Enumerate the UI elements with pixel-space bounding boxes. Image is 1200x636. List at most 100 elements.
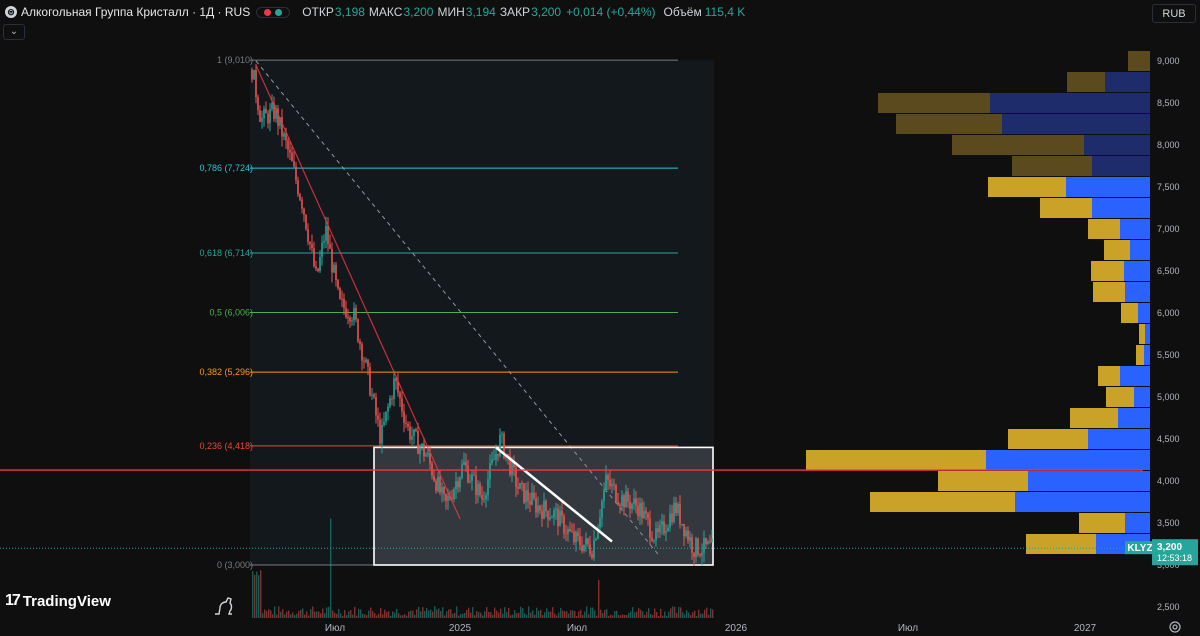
candle-body — [569, 528, 571, 531]
volume-bar — [502, 613, 504, 618]
candle-body — [421, 443, 423, 448]
volume-bar — [496, 610, 498, 618]
volume-bar — [402, 615, 404, 618]
candle-body — [415, 429, 417, 432]
volume-bar — [338, 609, 340, 618]
time-axis-tick: Июл — [898, 623, 918, 634]
candle-body — [275, 108, 277, 119]
candle-body — [307, 229, 309, 242]
volume-profile-sell — [1098, 366, 1120, 386]
volume-profile-buy — [1088, 429, 1150, 449]
volume-profile-sell — [1121, 303, 1138, 323]
volume-bar — [652, 614, 654, 618]
volume-bar — [400, 615, 402, 618]
candle-body — [353, 307, 355, 321]
symbol-title[interactable]: Алкогольная Группа Кристалл · 1Д · RUS — [21, 5, 251, 19]
volume-bar — [386, 611, 388, 618]
candle-body — [579, 536, 581, 546]
volume-bar — [360, 609, 362, 618]
candle-body — [641, 502, 643, 519]
time-axis-tick: Июл — [567, 623, 587, 634]
volume-bar — [314, 611, 316, 618]
volume-bar — [322, 608, 324, 618]
candle-body — [661, 521, 663, 526]
current-price-badge — [1152, 539, 1198, 566]
candle-body — [527, 490, 529, 501]
candle-body — [299, 194, 301, 200]
volume-bar — [254, 574, 256, 618]
volume-bar — [626, 614, 628, 618]
tradingview-logo[interactable]: 17 TradingView — [5, 592, 111, 610]
volume-bar — [534, 614, 536, 618]
candle-body — [507, 454, 509, 456]
time-axis-tick: Июл — [325, 623, 345, 634]
price-axis-tick: 4,500 — [1157, 434, 1180, 444]
volume-bar — [456, 606, 458, 618]
time-axis-tick: 2025 — [449, 623, 472, 634]
symbol-logo-icon: ⊜ — [5, 6, 17, 18]
candle-body — [495, 453, 497, 460]
currency-button[interactable]: RUB — [1152, 4, 1196, 23]
volume-bar — [510, 615, 512, 618]
volume-profile-sell — [1093, 282, 1125, 302]
candle-body — [437, 476, 439, 491]
candle-body — [435, 480, 437, 491]
candle-body — [267, 113, 269, 124]
volume-profile-sell — [1012, 156, 1092, 176]
candle-body — [487, 479, 489, 496]
collapse-legend-button[interactable]: ⌄ — [3, 24, 25, 40]
candle-body — [259, 110, 261, 122]
candle-body — [323, 240, 325, 243]
time-axis-tick: 2026 — [725, 623, 748, 634]
dinosaur-icon[interactable] — [213, 596, 235, 616]
volume-bar — [668, 611, 670, 618]
volume-bar — [312, 606, 314, 618]
candle-body — [401, 398, 403, 412]
volume-bar — [330, 518, 332, 618]
volume-bar — [612, 615, 614, 618]
volume-label: Объём — [663, 5, 702, 19]
volume-bar — [308, 615, 310, 618]
volume-bar — [260, 570, 262, 618]
volume-bar — [274, 606, 276, 618]
volume-bar — [622, 614, 624, 618]
volume-bar — [630, 611, 632, 618]
volume-bar — [606, 609, 608, 618]
brand-name: TradingView — [22, 592, 111, 610]
volume-bar — [392, 611, 394, 618]
volume-bar — [588, 614, 590, 618]
volume-profile-buy — [1015, 492, 1150, 512]
candle-body — [503, 433, 505, 458]
candle-body — [565, 533, 567, 535]
volume-bar — [620, 615, 622, 618]
candle-body — [703, 537, 705, 553]
candle-body — [697, 538, 699, 555]
candle-body — [673, 502, 675, 523]
volume-bar — [594, 610, 596, 618]
candle-body — [521, 483, 523, 485]
candle-body — [603, 489, 605, 502]
status-pill[interactable] — [256, 6, 291, 18]
candle-body — [413, 429, 415, 437]
candle-body — [443, 487, 445, 495]
candle-body — [391, 398, 393, 400]
volume-bar — [374, 613, 376, 618]
candle-body — [509, 455, 511, 475]
price-axis-tick: 7,000 — [1157, 224, 1180, 234]
gear-icon[interactable] — [1168, 620, 1182, 634]
candle-body — [601, 501, 603, 518]
volume-bar — [544, 612, 546, 618]
volume-bar — [462, 613, 464, 618]
candle-body — [679, 503, 681, 525]
volume-bar — [582, 615, 584, 618]
candle-body — [425, 454, 427, 457]
price-axis-tick: 8,500 — [1157, 98, 1180, 108]
volume-bar — [344, 610, 346, 618]
price-axis-tick: 2,500 — [1157, 602, 1180, 612]
volume-bar — [576, 615, 578, 618]
volume-bar — [412, 610, 414, 618]
volume-bar — [302, 608, 304, 618]
volume-bar — [320, 613, 322, 618]
volume-profile-sell — [1040, 198, 1092, 218]
